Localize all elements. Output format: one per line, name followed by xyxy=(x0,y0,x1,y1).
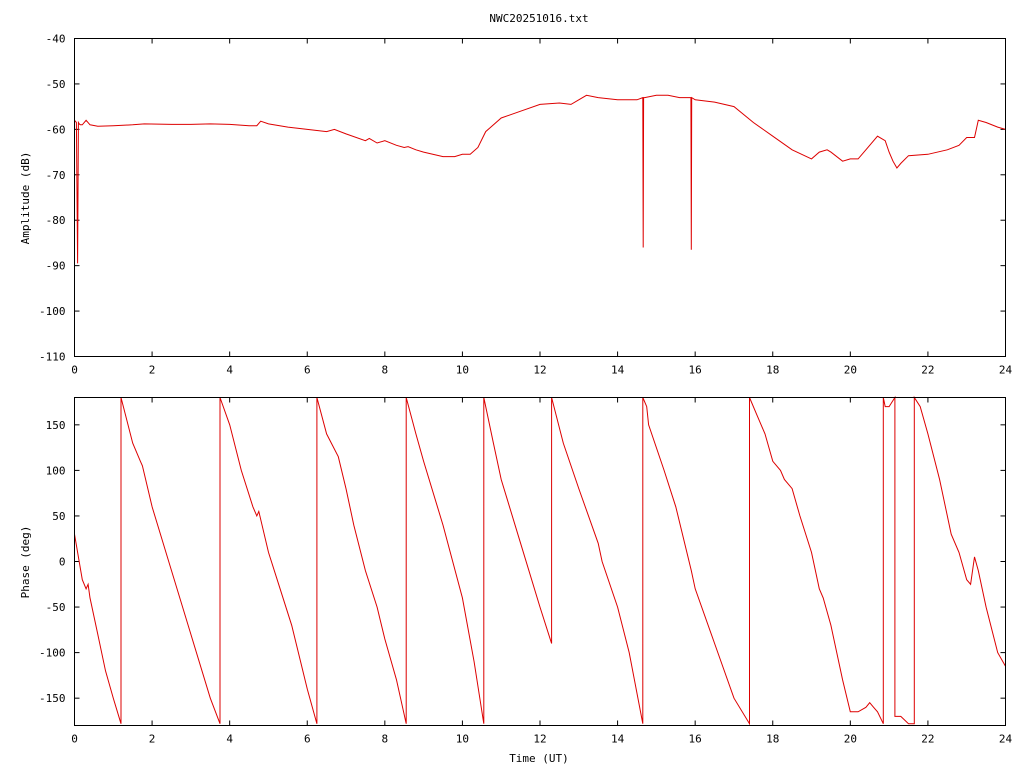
phase-trace-line xyxy=(74,395,1006,726)
amplitude-panel: Amplitude (dB) 0 2 4 6 8 10 12 14 16 18 20 22 24-40-… xyxy=(19,33,1012,377)
amplitude-y-tick-label: -110 xyxy=(39,351,66,364)
phase-y-tick-label: -150 xyxy=(39,692,66,705)
phase-y-tick-label: -100 xyxy=(39,647,66,660)
x-axis-label: Time (UT) xyxy=(509,752,569,765)
phase-x-tick-label: 22 xyxy=(921,733,934,746)
phase-y-tick-label: 50 xyxy=(52,510,65,523)
phase-y-tick-label: 150 xyxy=(46,419,66,432)
phase-x-tick-label: 14 xyxy=(611,733,625,746)
amplitude-x-tick-label: 24 xyxy=(999,364,1013,377)
amplitude-y-tick-label: -50 xyxy=(46,78,66,91)
phase-x-tick-label: 10 xyxy=(456,733,469,746)
chart-title: NWC20251016.txt xyxy=(489,12,588,25)
amplitude-x-tick-label: 22 xyxy=(921,364,934,377)
amplitude-y-label: Amplitude (dB) xyxy=(19,152,32,245)
amplitude-x-tick-label: 14 xyxy=(611,364,625,377)
amplitude-y-tick-label: -70 xyxy=(46,169,66,182)
amplitude-x-tick-label: 8 xyxy=(382,364,389,377)
amplitude-x-tick-label: 12 xyxy=(533,364,546,377)
amplitude-y-tick-label: -60 xyxy=(46,123,66,136)
phase-x-tick-label: 12 xyxy=(533,733,546,746)
phase-panel: Phase (deg) 0 2 4 6 8 10 12 14 16 18 20 22 241501005… xyxy=(19,395,1013,746)
phase-x-tick-label: 4 xyxy=(226,733,233,746)
phase-x-tick-label: 8 xyxy=(382,733,389,746)
phase-x-tick-label: 24 xyxy=(999,733,1013,746)
phase-y-tick-label: 100 xyxy=(46,464,66,477)
amplitude-x-tick-label: 4 xyxy=(226,364,233,377)
phase-x-tick-label: 6 xyxy=(304,733,311,746)
phase-y-tick-label: -50 xyxy=(46,601,66,614)
amplitude-x-tick-label: 0 xyxy=(71,364,78,377)
phase-x-tick-label: 18 xyxy=(766,733,779,746)
phase-x-tick-label: 16 xyxy=(689,733,702,746)
amplitude-x-tick-label: 16 xyxy=(689,364,702,377)
amplitude-x-tick-label: 6 xyxy=(304,364,311,377)
amplitude-y-tick-label: -100 xyxy=(39,305,66,318)
amplitude-x-tick-label: 18 xyxy=(766,364,779,377)
phase-y-tick-label: 0 xyxy=(59,556,66,569)
amplitude-x-tick-label: 2 xyxy=(149,364,156,377)
phase-x-tick-label: 2 xyxy=(149,733,156,746)
amplitude-y-tick-label: -40 xyxy=(46,33,66,46)
amplitude-x-tick-label: 10 xyxy=(456,364,469,377)
amplitude-y-tick-label: -90 xyxy=(46,260,66,273)
amplitude-trace-line xyxy=(74,94,1006,264)
amplitude-x-tick-label: 20 xyxy=(844,364,857,377)
phase-y-label: Phase (deg) xyxy=(19,526,32,599)
phase-x-tick-label: 0 xyxy=(71,733,78,746)
phase-frame xyxy=(74,397,1006,726)
amplitude-y-tick-label: -80 xyxy=(46,214,66,227)
amplitude-frame xyxy=(74,38,1006,357)
phase-x-tick-label: 20 xyxy=(844,733,857,746)
